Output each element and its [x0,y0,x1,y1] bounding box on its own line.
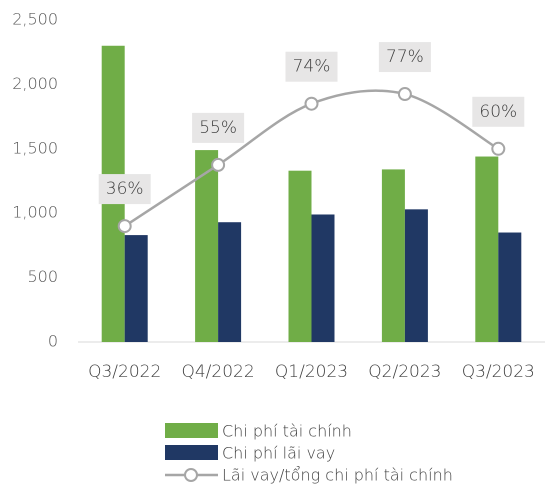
x-tick-label: Q2/2023 [368,362,441,382]
legend-marker [184,468,198,482]
y-tick-label: 2,000 [12,74,58,93]
line-marker [117,219,132,234]
line-marker [211,157,226,172]
legend-label: Lãi vay/tổng chi phí tài chính [222,466,453,485]
line-marker [491,141,506,156]
data-label: 36% [106,179,144,199]
bar [124,235,148,342]
legend-swatch [165,445,218,460]
label-box [192,112,245,143]
data-label: 74% [293,57,331,77]
y-tick-label: 1,000 [12,203,58,222]
y-tick-label: 0 [48,332,58,351]
bar [195,150,219,342]
bar [498,232,522,342]
legend-label: Chi phí lãi vay [222,444,335,463]
label-box [378,42,431,73]
x-tick-label: Q3/2022 [88,362,161,382]
data-label: 77% [386,47,424,67]
bar [218,222,242,342]
y-tick-label: 2,500 [12,10,58,29]
y-tick-label: 500 [27,267,58,286]
y-tick-label: 1,500 [12,138,58,157]
data-label: 55% [199,118,237,138]
bar [311,214,335,342]
x-tick-label: Q4/2022 [181,362,254,382]
label-box [98,174,151,205]
label-box [472,96,525,127]
legend-swatch [165,423,218,438]
data-label: 60% [479,102,517,122]
bar [475,156,499,342]
line-marker [304,96,319,111]
line-marker [397,87,412,102]
legend-label: Chi phí tài chính [222,422,352,441]
bar [404,209,428,342]
x-tick-label: Q3/2023 [462,362,535,382]
bar [288,170,312,342]
bar [381,169,405,342]
x-tick-label: Q1/2023 [275,362,348,382]
label-box [285,51,338,82]
